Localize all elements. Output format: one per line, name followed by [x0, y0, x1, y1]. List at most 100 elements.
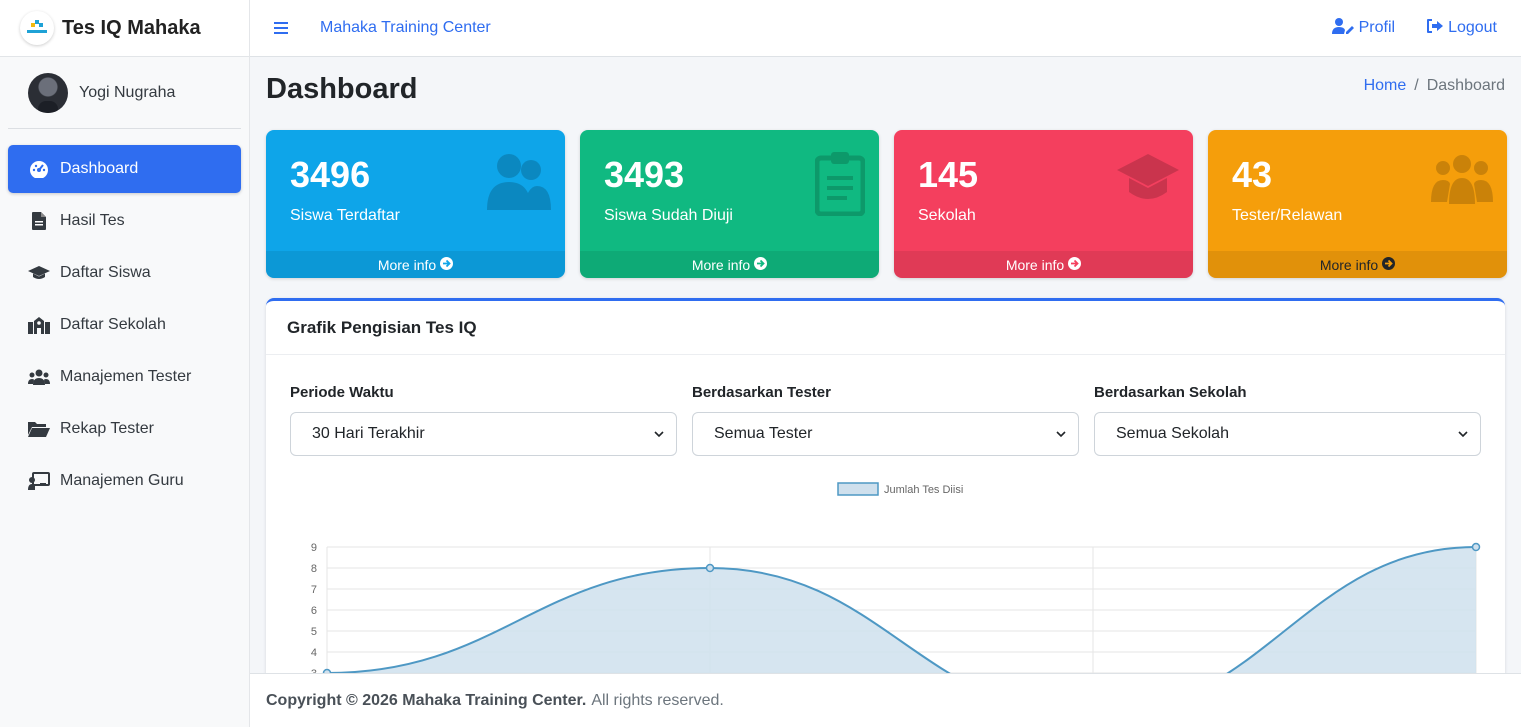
- footer-rights: All rights reserved.: [591, 691, 724, 709]
- more-info-link[interactable]: More info: [894, 251, 1193, 278]
- legend-swatch: [837, 482, 879, 496]
- profil-label: Profil: [1358, 19, 1396, 36]
- user-edit-icon: [1331, 17, 1354, 39]
- sidebar-item-label: Hasil Tes: [60, 212, 125, 229]
- y-tick-label: 8: [311, 563, 317, 575]
- stat-value: 145: [918, 154, 979, 195]
- sidebar-item-manajemen-tester[interactable]: Manajemen Tester: [8, 353, 241, 401]
- filter-periode: Periode Waktu 30 Hari Terakhir: [290, 384, 677, 456]
- chevron-down-icon: [654, 425, 664, 443]
- footer: Copyright © 2026 Mahaka Training Center.…: [250, 673, 1521, 727]
- stat-label: Siswa Terdaftar: [290, 207, 400, 224]
- users-group-icon: [1431, 152, 1493, 209]
- gauge-icon: [28, 160, 50, 178]
- user-name: Yogi Nugraha: [79, 83, 176, 101]
- chevron-down-icon: [1458, 425, 1468, 443]
- filter-label: Berdasarkan Sekolah: [1094, 384, 1247, 401]
- main-content: Dashboard Home / Dashboard 3496 Siswa Te…: [250, 57, 1521, 673]
- users-icon: [487, 152, 551, 215]
- select-value: Semua Sekolah: [1116, 425, 1229, 442]
- select-value: Semua Tester: [714, 425, 813, 442]
- breadcrumb: Home / Dashboard: [1364, 77, 1505, 95]
- center-link[interactable]: Mahaka Training Center: [320, 19, 491, 36]
- file-icon: [28, 212, 50, 230]
- page-title: Dashboard: [266, 73, 418, 105]
- stat-value: 43: [1232, 154, 1273, 195]
- sidebar-item-label: Manajemen Guru: [60, 472, 184, 489]
- chevron-down-icon: [1056, 425, 1066, 443]
- arrow-circle-right-icon: [754, 256, 768, 273]
- avatar: [28, 72, 68, 113]
- more-info-label: More info: [1319, 256, 1379, 273]
- brand[interactable]: Tes IQ Mahaka: [0, 0, 249, 57]
- chart-area: 987654321Jumlah Tes Diisi: [290, 479, 1490, 673]
- breadcrumb-separator: /: [1414, 77, 1419, 94]
- select-value: 30 Hari Terakhir: [312, 425, 425, 442]
- more-info-link[interactable]: More info: [580, 251, 879, 278]
- series-area: [327, 547, 1476, 673]
- stat-label: Tester/Relawan: [1232, 207, 1343, 224]
- y-tick-label: 9: [311, 542, 317, 554]
- stat-box-siswa-terdaftar: 3496 Siswa Terdaftar More info: [266, 130, 565, 278]
- sidebar-item-hasil-tes[interactable]: Hasil Tes: [8, 197, 241, 245]
- filter-label: Periode Waktu: [290, 384, 394, 401]
- clipboard-icon: [814, 152, 866, 221]
- sidebar: Tes IQ Mahaka Yogi Nugraha Dashboard Has…: [0, 0, 250, 727]
- user-panel[interactable]: Yogi Nugraha: [8, 57, 241, 129]
- sidebar-item-dashboard[interactable]: Dashboard: [8, 145, 241, 193]
- data-point: [705, 563, 715, 573]
- sidebar-item-manajemen-guru[interactable]: Manajemen Guru: [8, 457, 241, 505]
- more-info-label: More info: [377, 256, 437, 273]
- more-info-label: More info: [1005, 256, 1065, 273]
- more-info-link[interactable]: More info: [266, 251, 565, 278]
- sidebar-item-label: Dashboard: [60, 160, 139, 177]
- sekolah-select[interactable]: Semua Sekolah: [1094, 412, 1481, 456]
- chart-filters: Periode Waktu 30 Hari Terakhir Berdasark…: [290, 384, 1481, 456]
- sidebar-item-daftar-sekolah[interactable]: Daftar Sekolah: [8, 301, 241, 349]
- y-tick-label: 7: [311, 584, 317, 596]
- users-icon: [28, 369, 50, 385]
- menu-toggle-icon[interactable]: [274, 22, 288, 34]
- nav-right: Profil Logout: [1331, 17, 1497, 39]
- sidebar-item-daftar-siswa[interactable]: Daftar Siswa: [8, 249, 241, 297]
- more-info-link[interactable]: More info: [1208, 251, 1507, 278]
- brand-title: Tes IQ Mahaka: [62, 16, 201, 39]
- stat-boxes: 3496 Siswa Terdaftar More info 3493 Sisw…: [266, 130, 1507, 278]
- profil-link[interactable]: Profil: [1331, 17, 1396, 39]
- chart-card: Grafik Pengisian Tes IQ Periode Waktu 30…: [266, 298, 1505, 673]
- y-tick-label: 3: [311, 668, 317, 673]
- data-point: [1471, 542, 1481, 552]
- y-tick-label: 6: [311, 605, 317, 617]
- folder-open-icon: [28, 421, 50, 437]
- arrow-circle-right-icon: [1068, 256, 1082, 273]
- breadcrumb-home[interactable]: Home: [1363, 77, 1407, 94]
- chalkboard-teacher-icon: [28, 472, 50, 490]
- legend-label: Jumlah Tes Diisi: [884, 484, 963, 496]
- sidebar-nav: Dashboard Hasil Tes Daftar Siswa Daftar …: [0, 129, 249, 505]
- filter-label: Berdasarkan Tester: [692, 384, 831, 401]
- tester-select[interactable]: Semua Tester: [692, 412, 1079, 456]
- breadcrumb-current: Dashboard: [1426, 77, 1505, 94]
- sidebar-item-rekap-tester[interactable]: Rekap Tester: [8, 405, 241, 453]
- sidebar-item-label: Daftar Sekolah: [60, 316, 166, 333]
- graduation-cap-icon: [28, 265, 50, 281]
- y-tick-label: 4: [311, 647, 317, 659]
- arrow-circle-right-icon: [1382, 256, 1396, 273]
- graduation-cap-icon: [1117, 152, 1179, 213]
- sign-out-icon: [1427, 18, 1444, 38]
- periode-select[interactable]: 30 Hari Terakhir: [290, 412, 677, 456]
- top-navbar: Mahaka Training Center Profil Logout: [250, 0, 1521, 57]
- chart-card-title: Grafik Pengisian Tes IQ: [266, 301, 1505, 355]
- line-chart: 987654321Jumlah Tes Diisi: [311, 482, 1481, 673]
- filter-sekolah: Berdasarkan Sekolah Semua Sekolah: [1094, 384, 1481, 456]
- school-icon: [28, 316, 50, 334]
- footer-copyright: Copyright © 2026 Mahaka Training Center.: [266, 691, 587, 709]
- stat-value: 3496: [290, 154, 371, 195]
- logout-label: Logout: [1448, 19, 1497, 36]
- stat-label: Sekolah: [918, 207, 976, 224]
- stat-value: 3493: [604, 154, 685, 195]
- brand-logo: [20, 11, 54, 45]
- stat-label: Siswa Sudah Diuji: [604, 207, 733, 224]
- logout-link[interactable]: Logout: [1427, 18, 1497, 38]
- y-tick-label: 5: [311, 626, 317, 638]
